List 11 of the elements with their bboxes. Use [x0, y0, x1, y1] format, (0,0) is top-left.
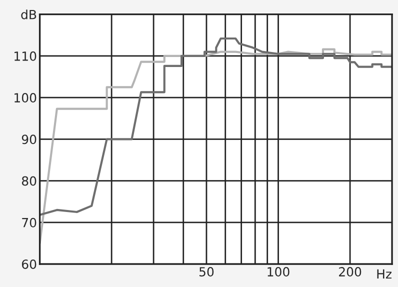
x-axis-title: Hz: [377, 269, 392, 279]
x-tick-label: 200: [339, 267, 362, 276]
y-tick-label: dB: [21, 10, 36, 20]
y-tick-label: 70: [22, 218, 36, 228]
y-tick-label: 60: [22, 260, 36, 269]
x-tick-label: 50: [199, 267, 214, 276]
x-tick-label: 100: [268, 267, 290, 276]
y-tick-label: 110: [14, 51, 36, 61]
y-tick-label: 90: [22, 134, 36, 144]
y-tick-label: 100: [14, 93, 36, 103]
y-tick-label: 80: [22, 176, 36, 186]
